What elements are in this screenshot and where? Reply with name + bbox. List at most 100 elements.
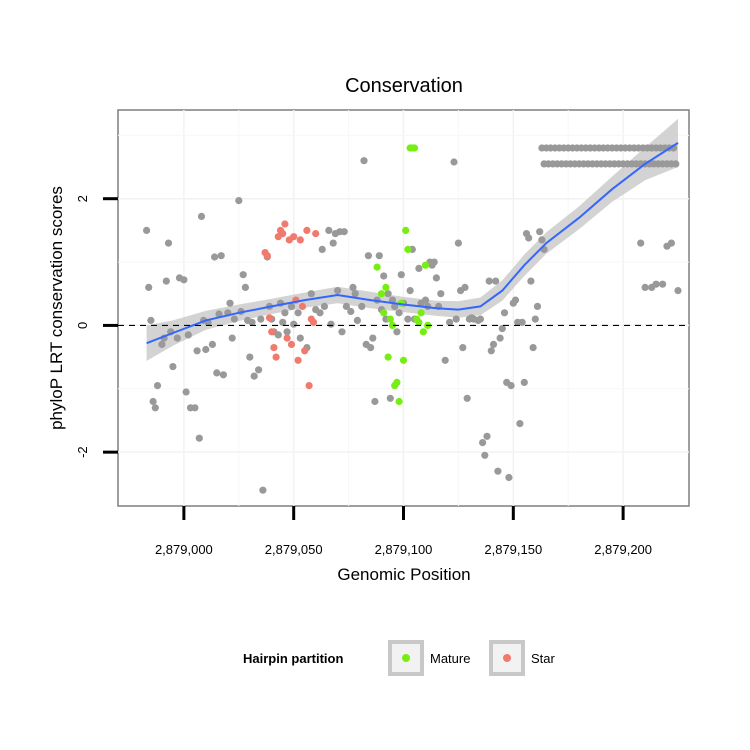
data-point-mature <box>395 397 403 406</box>
data-point-other <box>492 277 500 285</box>
data-point-other <box>375 252 383 260</box>
data-point-other <box>358 302 366 310</box>
x-axis-title: Genomic Position <box>337 565 470 584</box>
data-point-other <box>667 239 676 247</box>
data-point-other <box>347 307 355 316</box>
data-point-mature <box>415 318 423 326</box>
data-point-other <box>481 451 489 459</box>
data-point-other <box>257 315 265 323</box>
x-tick-label: 2,879,050 <box>265 542 323 557</box>
data-point-mature <box>417 309 425 317</box>
data-point-other <box>208 340 216 348</box>
data-point-mature <box>402 226 410 234</box>
legend-dot-star <box>503 654 511 662</box>
y-tick-label: -2 <box>75 446 90 458</box>
data-point-other <box>228 334 236 342</box>
data-point-other <box>281 309 289 317</box>
data-point-star <box>281 220 289 228</box>
data-point-other <box>325 226 333 234</box>
data-point-other <box>674 287 682 295</box>
data-point-other <box>217 252 225 260</box>
data-point-star <box>265 314 274 322</box>
data-point-other <box>369 334 377 342</box>
data-point-other <box>496 334 504 342</box>
data-point-other <box>215 310 223 318</box>
data-point-other <box>485 277 493 285</box>
data-point-other <box>342 302 350 310</box>
data-point-other <box>463 394 471 402</box>
data-point-other <box>180 276 188 284</box>
x-tick-label: 2,879,100 <box>375 542 433 557</box>
data-point-other <box>395 309 403 317</box>
data-point-other <box>235 197 243 205</box>
data-point-mature <box>421 261 430 269</box>
y-tick-label: 0 <box>75 322 90 329</box>
data-point-other <box>230 315 238 323</box>
legend: Hairpin partition Mature Star <box>243 640 556 676</box>
data-point-other <box>290 320 298 328</box>
data-point-other <box>367 344 375 352</box>
x-tick-label: 2,879,150 <box>484 542 542 557</box>
data-point-other <box>316 309 324 317</box>
data-point-other <box>248 318 256 326</box>
data-point-star <box>268 328 276 336</box>
data-point-star <box>301 347 309 355</box>
data-point-other <box>182 388 190 396</box>
data-point-other <box>459 344 467 352</box>
data-point-other <box>193 347 201 355</box>
data-point-other <box>452 315 460 323</box>
data-point-other <box>351 290 359 298</box>
data-point-other <box>391 302 399 310</box>
data-point-other <box>511 296 520 304</box>
data-point-other <box>494 467 502 475</box>
y-axis-title: phyloP LRT conservation scores <box>47 186 66 430</box>
data-point-other <box>153 382 162 390</box>
data-point-mature <box>380 309 388 317</box>
legend-label-star: Star <box>531 651 556 666</box>
data-point-other <box>158 340 166 348</box>
data-point-other <box>296 334 304 342</box>
data-point-star <box>305 382 313 390</box>
data-point-other <box>318 245 326 253</box>
data-point-other <box>191 404 199 412</box>
data-point-other <box>421 296 430 304</box>
data-point-other <box>283 328 291 336</box>
data-point-other <box>353 316 361 324</box>
data-point-other <box>533 302 542 310</box>
legend-label-mature: Mature <box>430 651 470 666</box>
data-point-mature <box>386 315 394 323</box>
data-point-other <box>338 328 346 336</box>
data-point-other <box>143 226 151 234</box>
data-point-star <box>290 233 298 241</box>
data-point-mature <box>384 353 392 361</box>
chart-title: Conservation <box>345 75 463 97</box>
y-axis: -2 0 2 <box>75 195 118 458</box>
data-point-other <box>450 158 458 166</box>
data-point-star <box>263 252 271 260</box>
data-point-other <box>500 309 509 317</box>
data-point-other <box>461 283 469 291</box>
data-point-other <box>483 432 491 440</box>
data-point-other <box>173 334 181 342</box>
data-point-star <box>272 353 280 361</box>
x-axis: 2,879,000 2,879,050 2,879,100 2,879,150 2,87… <box>155 506 652 557</box>
data-point-other <box>349 283 357 291</box>
data-point-other <box>371 397 379 406</box>
legend-item-star: Star <box>489 640 556 676</box>
data-point-other <box>320 302 328 310</box>
data-point-other <box>446 318 454 326</box>
data-point-other <box>527 277 535 285</box>
data-point-other <box>151 404 159 412</box>
smooth-line-group <box>146 142 679 345</box>
data-point-star <box>309 318 318 326</box>
data-point-other <box>454 239 462 247</box>
data-point-star <box>296 236 304 244</box>
data-point-other <box>380 272 388 280</box>
data-point-other <box>149 397 157 406</box>
data-point-mature <box>388 321 397 329</box>
y-tick-label: 2 <box>75 195 90 202</box>
data-point-star <box>283 334 291 342</box>
data-point-star <box>303 226 311 234</box>
data-point-other <box>415 264 423 272</box>
data-point-star <box>312 230 320 238</box>
